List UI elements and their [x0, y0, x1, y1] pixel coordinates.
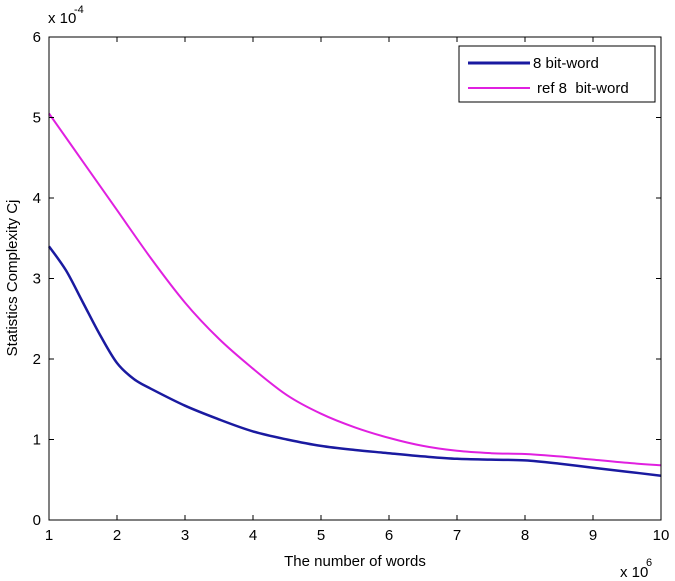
x-tick-label-2: 2 [113, 527, 121, 544]
legend-label-8-bit-word: 8 bit-word [533, 55, 599, 72]
legend-label-ref-8-bit-word: ref 8 bit-word [537, 80, 629, 97]
y-tick-label-1: 1 [33, 432, 41, 449]
x-tick-label-10: 10 [653, 527, 670, 544]
x-exponent-annotation: x 10 6 [620, 557, 652, 581]
x-exponent-power: 6 [646, 557, 652, 569]
x-tick-label-9: 9 [589, 527, 597, 544]
y-tick-label-6: 6 [33, 29, 41, 46]
x-tick-label-7: 7 [453, 527, 461, 544]
series-line-ref-8-bit-word [48, 112, 662, 467]
y-tick-label-0: 0 [33, 512, 41, 529]
x-axis-ticks: 1 2 3 4 5 6 7 8 9 10 [45, 37, 670, 544]
x-tick-label-6: 6 [385, 527, 393, 544]
y-axis-ticks: 0 1 2 3 4 5 6 [33, 29, 661, 529]
y-exponent-annotation: x 10 -4 [48, 4, 84, 27]
x-tick-label-3: 3 [181, 527, 189, 544]
x-exponent-base: x 10 [620, 564, 648, 581]
series-line-8-bit-word [47, 245, 662, 477]
y-exponent-base: x 10 [48, 10, 76, 27]
x-tick-label-8: 8 [521, 527, 529, 544]
legend-box [458, 45, 656, 103]
x-tick-label-1: 1 [45, 527, 53, 544]
series-layer [47, 112, 662, 477]
y-tick-label-4: 4 [33, 190, 41, 207]
y-tick-label-3: 3 [33, 271, 41, 288]
x-axis-label: The number of words [284, 553, 426, 570]
y-tick-label-2: 2 [33, 351, 41, 368]
y-tick-label-5: 5 [33, 110, 41, 127]
y-axis-label: Statistics Complexity Cj [4, 200, 21, 357]
x-tick-label-5: 5 [317, 527, 325, 544]
x-tick-label-4: 4 [249, 527, 257, 544]
legend: 8 bit-word ref 8 bit-word [458, 45, 656, 103]
y-exponent-power: -4 [74, 4, 84, 16]
